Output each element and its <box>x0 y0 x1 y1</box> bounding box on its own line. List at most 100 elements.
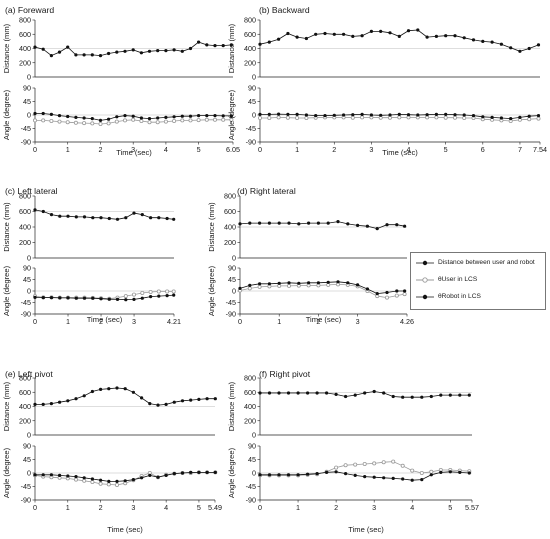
angle-y-tick-label: -45 <box>21 298 31 307</box>
distance-y-tick-label: 600 <box>19 207 31 216</box>
distance-series-point <box>139 51 143 55</box>
theta-robot-series-point <box>315 472 319 476</box>
angle-y-tick-label: 45 <box>248 97 256 106</box>
theta-user-series-point <box>257 284 262 289</box>
theta-user-series-point <box>123 294 128 299</box>
distance-series-point <box>325 391 329 395</box>
theta-user-series-point <box>139 119 144 124</box>
theta-robot-series-point <box>205 470 209 474</box>
distance-series-point <box>326 221 330 225</box>
theta-robot-series-point <box>33 111 37 116</box>
distance-series-point <box>197 397 201 401</box>
distance-series-point <box>41 402 45 406</box>
angle-plot: -90 -45 0 45 90 Angle (degree) <box>207 264 407 319</box>
legend-item-theta-user: θUser in LCS <box>415 274 543 286</box>
distance-series-point <box>286 31 290 36</box>
distance-y-tick-label: 0 <box>27 73 31 82</box>
theta-robot-series-point <box>172 115 176 119</box>
x-tick-label: 4 <box>410 503 414 512</box>
angle-plot: -90 -45 0 45 90 Angle (degree) <box>2 264 176 319</box>
x-tick-label: 5 <box>448 503 452 512</box>
theta-user-series-point <box>410 468 415 473</box>
distance-series-point <box>156 49 160 53</box>
theta-robot-series-point <box>123 114 127 118</box>
theta-robot-series-point <box>99 297 103 301</box>
theta-user-series-point <box>462 116 467 121</box>
theta-robot-series-point <box>99 478 103 482</box>
theta-robot-series-point <box>287 281 291 285</box>
theta-robot-series-point <box>41 296 45 300</box>
distance-series-point <box>420 395 424 399</box>
theta-user-series-point <box>443 115 448 120</box>
theta-robot-series-point <box>115 297 120 301</box>
distance-series-point <box>131 390 135 394</box>
distance-series-point <box>140 213 144 217</box>
distance-series-point <box>277 221 281 225</box>
theta-user-series-point <box>527 117 532 122</box>
theta-user-series-point <box>98 481 103 486</box>
distance-series-point <box>107 51 111 56</box>
theta-robot-series-point <box>307 281 311 285</box>
theta-robot-series-point <box>295 112 299 116</box>
theta-robot-series-point <box>124 298 128 302</box>
distance-y-tick-label: 400 <box>244 44 256 53</box>
theta-robot-series-point <box>164 473 168 477</box>
distance-series-point <box>323 31 327 36</box>
theta-user-series-point <box>131 117 136 122</box>
theta-user-series-point <box>115 482 120 487</box>
x-tick-label: 0 <box>33 503 37 512</box>
distance-series-point <box>33 208 37 212</box>
distance-y-tick-label: 800 <box>224 192 236 201</box>
theta-robot-series-point <box>372 475 376 479</box>
distance-y-tick-label: 0 <box>232 254 236 263</box>
x-tick-label: 1 <box>295 145 299 154</box>
theta-robot-series-point <box>388 113 392 117</box>
theta-robot-series-point <box>107 117 111 121</box>
theta-user-series-point <box>212 117 217 122</box>
distance-series-point <box>353 393 357 397</box>
distance-series-point <box>403 224 407 228</box>
distance-series-point <box>267 221 271 225</box>
distance-series-point <box>165 216 169 221</box>
theta-robot-series-point <box>536 114 541 118</box>
theta-robot-series-point <box>248 283 252 287</box>
distance-series-point <box>536 43 541 47</box>
distance-axis-title: Distance (mm) <box>2 381 11 431</box>
distance-series-point <box>66 45 70 49</box>
angle-y-tick-label: 45 <box>248 455 256 464</box>
distance-series-point <box>267 40 271 44</box>
theta-robot-series-point <box>425 113 429 117</box>
legend-marker-distance <box>416 260 434 266</box>
legend-label-theta-user: θUser in LCS <box>438 276 478 283</box>
theta-user-series-point <box>286 283 291 288</box>
theta-robot-series-point <box>157 294 161 298</box>
distance-series-point <box>258 42 262 46</box>
distance-series-point <box>140 396 144 400</box>
distance-series-point <box>82 53 86 57</box>
legend-item-distance: Distance between user and robot <box>415 257 543 269</box>
distance-series-point <box>346 222 350 226</box>
legend-label-distance: Distance between user and robot <box>438 259 535 266</box>
x-tick-label: 0 <box>258 503 262 512</box>
distance-series-point <box>115 217 120 221</box>
distance-plot: 0 200 400 600 800 Distance (mm) <box>2 374 217 440</box>
x-axis-title: Time (sec) <box>306 315 342 324</box>
theta-user-series-point <box>343 463 348 468</box>
theta-robot-series-point <box>277 473 281 477</box>
distance-series-point <box>49 54 54 58</box>
theta-robot-series-point <box>267 112 271 116</box>
distance-series-point <box>277 37 281 41</box>
legend-label-theta-robot: θRobot in LCS <box>438 293 481 300</box>
theta-robot-series-point <box>131 478 135 482</box>
theta-robot-series-point <box>344 472 348 476</box>
distance-series-point <box>481 39 485 44</box>
theta-robot-series-point <box>164 115 168 119</box>
x-tick-label: 0 <box>33 145 37 154</box>
theta-robot-series-point <box>385 290 389 295</box>
distance-series-point <box>336 220 340 224</box>
distance-series-point <box>180 49 184 53</box>
distance-series-point <box>375 227 379 231</box>
theta-robot-series-point <box>420 478 424 482</box>
theta-user-series-point <box>452 115 457 120</box>
angle-y-tick-label: 45 <box>23 455 31 464</box>
